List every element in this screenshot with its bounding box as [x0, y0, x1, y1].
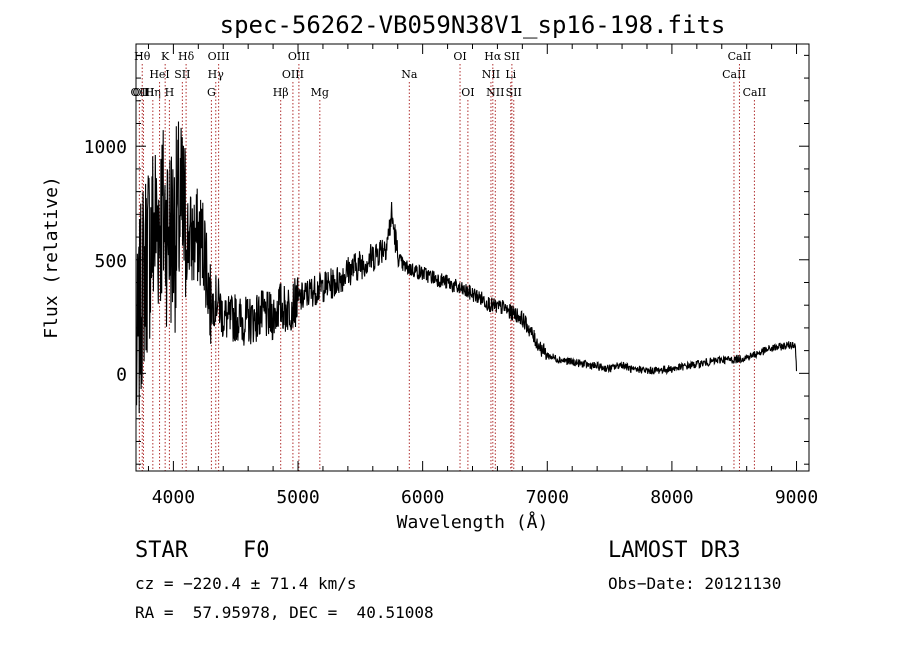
- line-label: NII: [482, 68, 500, 81]
- line-label: Mg: [311, 86, 329, 99]
- line-label: OI: [453, 50, 466, 63]
- y-axis-label: Flux (relative): [41, 176, 62, 339]
- spectrum-line: [135, 121, 798, 414]
- object-class: STAR: [135, 538, 188, 563]
- y-tick-label: 1000: [84, 137, 127, 158]
- object-subclass: F0: [243, 538, 270, 563]
- line-label: OI: [461, 86, 474, 99]
- sky-coordinates: RA = 57.95978, DEC = 40.51008: [135, 603, 434, 622]
- y-tick-label: 0: [116, 364, 127, 385]
- line-label: HeI: [149, 68, 169, 81]
- x-tick-label: 6000: [401, 487, 444, 508]
- line-label: CaII: [722, 68, 746, 81]
- line-label: Hδ: [178, 50, 195, 63]
- line-label: SII: [504, 50, 520, 63]
- line-label: SII: [174, 68, 190, 81]
- line-label: OIII: [282, 68, 304, 81]
- line-label: H: [165, 86, 175, 99]
- plot-frame: [135, 43, 810, 472]
- x-tick-label: 8000: [650, 487, 693, 508]
- x-tick-label: 9000: [775, 487, 818, 508]
- chart-title: spec-56262-VB059N38V1_sp16-198.fits: [220, 11, 726, 39]
- line-label: SII: [506, 86, 522, 99]
- line-label: CaII: [743, 86, 767, 99]
- line-label: NII: [486, 86, 504, 99]
- survey-name: LAMOST DR3: [608, 538, 741, 563]
- line-label: Li: [505, 68, 516, 81]
- line-label: OIII: [288, 50, 310, 63]
- line-label: CaII: [728, 50, 752, 63]
- line-label: OIII: [208, 50, 230, 63]
- y-tick-label: 500: [94, 251, 127, 272]
- x-tick-label: 7000: [526, 487, 569, 508]
- x-tick-label: 5000: [276, 487, 319, 508]
- line-label: K: [161, 50, 170, 63]
- redshift-velocity: cz = −220.4 ± 71.4 km/s: [135, 574, 357, 593]
- line-label: Hβ: [273, 86, 289, 99]
- line-label: Hθ: [134, 50, 151, 63]
- observation-date: Obs−Date: 20121130: [608, 574, 782, 593]
- x-axis-label: Wavelength (Å): [397, 511, 549, 533]
- line-label: Hα: [484, 50, 502, 63]
- line-label: OIII: [132, 86, 154, 99]
- line-label: Hγ: [208, 68, 225, 81]
- line-label: Hη: [145, 86, 161, 99]
- line-label: OII: [131, 86, 149, 99]
- line-label: Na: [401, 68, 418, 81]
- x-tick-label: 4000: [152, 487, 195, 508]
- line-label: G: [207, 86, 216, 99]
